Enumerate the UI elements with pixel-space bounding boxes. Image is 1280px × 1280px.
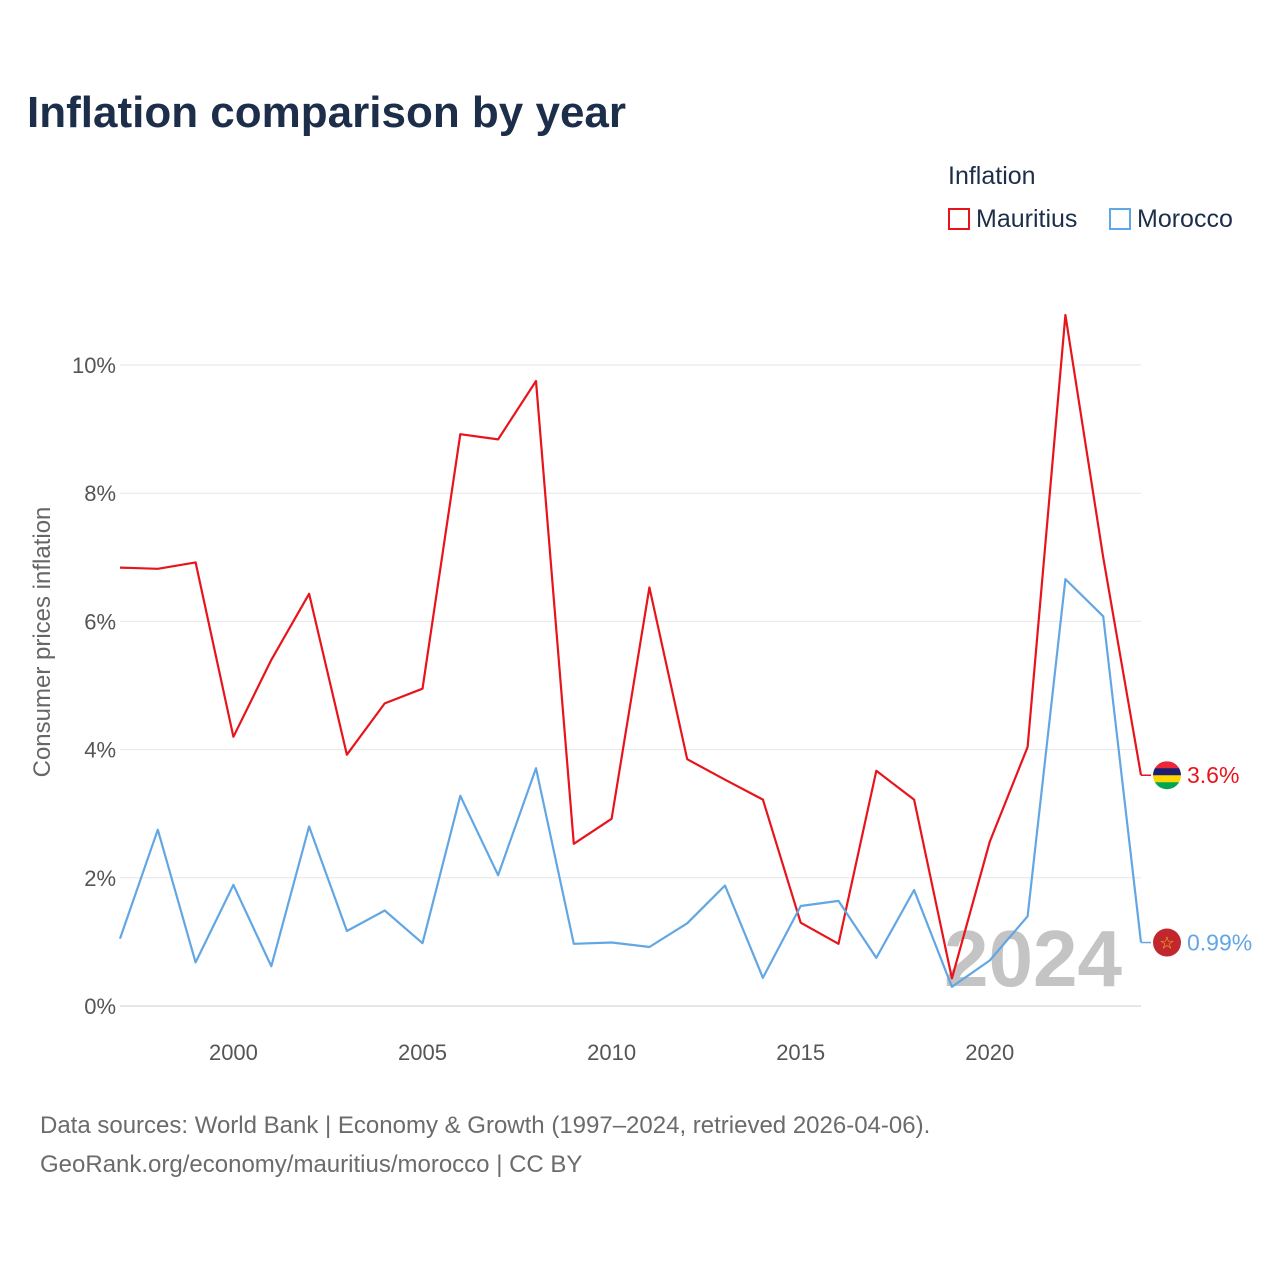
x-tick-label-2010: 2010 — [587, 1040, 636, 1065]
chart-title: Inflation comparison by year — [27, 88, 627, 137]
x-axis-ticks: 2000 2005 2010 2015 2020 — [209, 1040, 1014, 1065]
data-sources: Data sources: World Bank | Economy & Gro… — [40, 1106, 930, 1184]
x-tick-label-2015: 2015 — [776, 1040, 825, 1065]
credit-line[interactable]: GeoRank.org/economy/mauritius/morocco | … — [40, 1151, 583, 1178]
legend-label-mauritius: Mauritius — [976, 204, 1078, 233]
legend-label-morocco: Morocco — [1137, 204, 1233, 233]
end-label-mauritius: 3.6% — [1187, 762, 1239, 788]
series-line-morocco[interactable] — [118, 577, 1143, 988]
y-tick-label-6: 6% — [84, 609, 116, 634]
y-tick-label-4: 4% — [84, 738, 116, 763]
current-year-watermark: 2024 — [944, 914, 1122, 1003]
mauritius-flag-icon — [1153, 761, 1181, 790]
morocco-flag-icon: ☆ — [1153, 928, 1181, 957]
y-axis-ticks: 0% 2% 4% 6% 8% 10% — [72, 353, 116, 1019]
y-tick-label-0: 0% — [84, 994, 116, 1019]
svg-text:☆: ☆ — [1159, 934, 1174, 954]
grid-lines — [120, 364, 1141, 1007]
x-tick-label-2020: 2020 — [965, 1040, 1014, 1065]
x-tick-label-2000: 2000 — [209, 1040, 258, 1065]
legend-title: Inflation — [948, 162, 1036, 190]
y-axis-label: Consumer prices inflation — [29, 507, 56, 778]
x-tick-label-2005: 2005 — [398, 1040, 447, 1065]
series-lines — [118, 313, 1143, 988]
legend-swatch-mauritius — [948, 208, 970, 230]
sources-line: Data sources: World Bank | Economy & Gro… — [40, 1112, 931, 1139]
legend-swatch-morocco — [1109, 208, 1131, 230]
series-end-markers: 3.6% ☆ 0.99% — [1141, 761, 1252, 957]
chart-area: 0% 2% 4% 6% 8% 10% 2000 2005 2010 2015 2020 Consu… — [29, 313, 1252, 1065]
legend-item-mauritius[interactable]: Mauritius — [948, 204, 1077, 234]
series-line-mauritius[interactable] — [119, 313, 1143, 980]
y-tick-label-8: 8% — [84, 481, 116, 506]
y-tick-label-10: 10% — [72, 353, 116, 378]
y-tick-label-2: 2% — [84, 866, 116, 891]
legend-item-morocco[interactable]: Morocco — [1109, 204, 1233, 234]
end-label-morocco: 0.99% — [1187, 930, 1252, 956]
